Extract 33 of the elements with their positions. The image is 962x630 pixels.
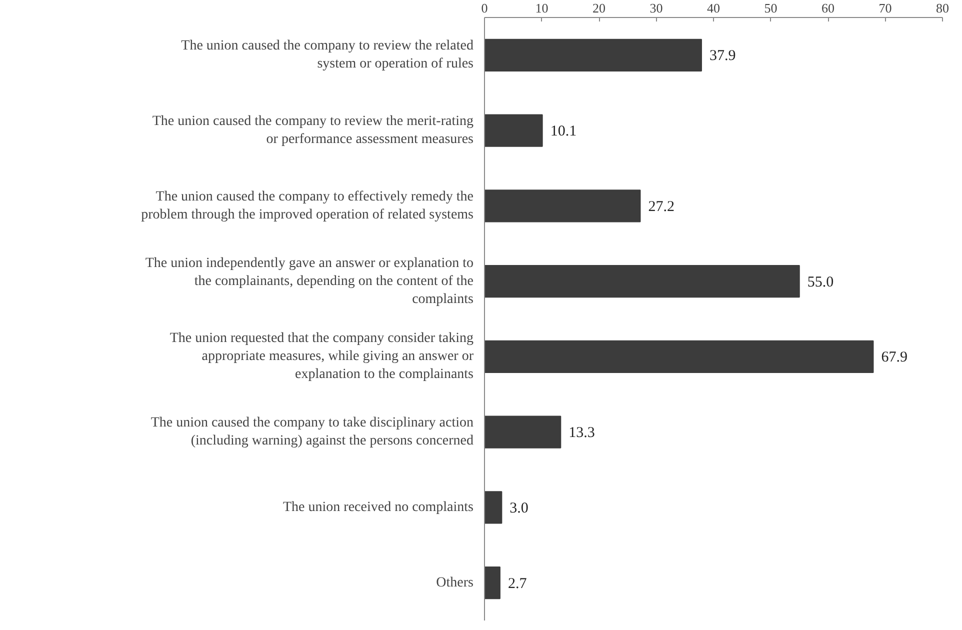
x-tick-label: 0: [481, 0, 488, 16]
y-tick-label: The union caused the company to review the related system or operation of rules: [181, 38, 474, 72]
data-label: 3.0: [510, 500, 528, 516]
bar: [484, 264, 800, 298]
x-tick-label: 30: [650, 0, 663, 16]
x-tick-label: 20: [592, 0, 606, 16]
x-tick-label: 50: [764, 0, 778, 16]
x-tick-label: 60: [822, 0, 834, 16]
data-label: 2.7: [508, 576, 528, 592]
y-tick-label: Others: [436, 575, 474, 590]
data-label: 55.0: [807, 274, 834, 290]
x-tick-label: 40: [707, 0, 720, 16]
data-label: 13.3: [568, 425, 595, 442]
y-tick-label: The union independently gave an answer or explanation to the complainants, depending on the content of the complaints: [145, 256, 474, 307]
data-label: 37.9: [709, 48, 736, 64]
bar: [484, 566, 500, 600]
data-label: 27.2: [648, 198, 674, 215]
bar: [484, 416, 562, 448]
bar: [484, 491, 502, 524]
x-tick-label: 10: [535, 0, 548, 16]
y-tick-label: The union requested that the company consider taking appropriate measures, while giving an answer or explanation to the complainants: [170, 331, 474, 382]
y-tick-label: The union received no complaints: [283, 500, 474, 515]
y-tick-label: The union caused the company to effectively remedy the problem through the improved operation of related systems: [141, 189, 474, 222]
x-tick-label: 70: [878, 0, 892, 16]
x-tick-label: 80: [936, 0, 949, 16]
bar: [484, 114, 543, 147]
bar: [484, 38, 702, 72]
data-label: 10.1: [550, 124, 577, 140]
bar: [484, 340, 874, 374]
data-label: 67.9: [881, 350, 908, 366]
y-tick-label: The union caused the company to take disciplinary action (including warning) against the persons concerned: [150, 416, 474, 449]
y-tick-label: The union caused the company to review the merit-rating or performance assessment measures: [152, 114, 474, 148]
bar: [484, 190, 641, 222]
